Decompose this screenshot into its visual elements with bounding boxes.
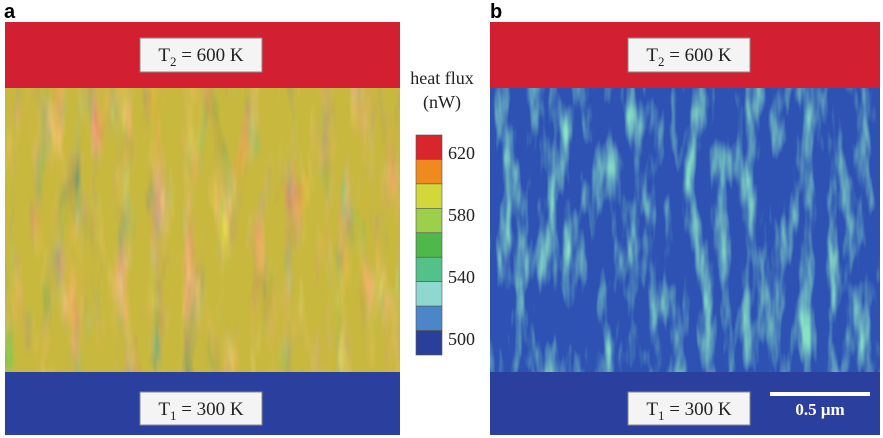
colorbar-title: heat flux	[410, 68, 473, 88]
colorbar-segment	[415, 281, 443, 307]
colorbar-segment	[415, 208, 443, 234]
bath-label: T1 = 300 K	[646, 399, 732, 423]
label-box	[139, 37, 263, 73]
colorbar-segment	[415, 232, 443, 258]
scale-label: 0.5 μm	[795, 400, 844, 419]
colorbar-unit: (nW)	[423, 92, 461, 113]
heat-map-texture	[5, 88, 400, 372]
colorbar-segment	[415, 134, 443, 160]
label-box	[139, 391, 263, 426]
label-box	[627, 37, 751, 73]
colorbar-segment	[415, 159, 443, 185]
panel-label: b	[490, 1, 502, 23]
heat-map-texture	[490, 88, 880, 372]
colorbar-segment	[415, 183, 443, 209]
colorbar-tick: 580	[448, 205, 475, 225]
colorbar-segment	[415, 330, 443, 356]
panel-label: a	[4, 1, 16, 23]
label-box	[627, 391, 751, 426]
colorbar-segment	[415, 305, 443, 331]
colorbar-tick: 540	[448, 267, 475, 287]
bath-label: T2 = 600 K	[158, 45, 244, 69]
colorbar-tick: 500	[448, 329, 475, 349]
colorbar-segment	[415, 256, 443, 282]
colorbar	[415, 134, 443, 356]
bath-label: T2 = 600 K	[646, 45, 732, 69]
colorbar-tick: 620	[448, 143, 475, 163]
bath-label: T1 = 300 K	[158, 399, 244, 423]
